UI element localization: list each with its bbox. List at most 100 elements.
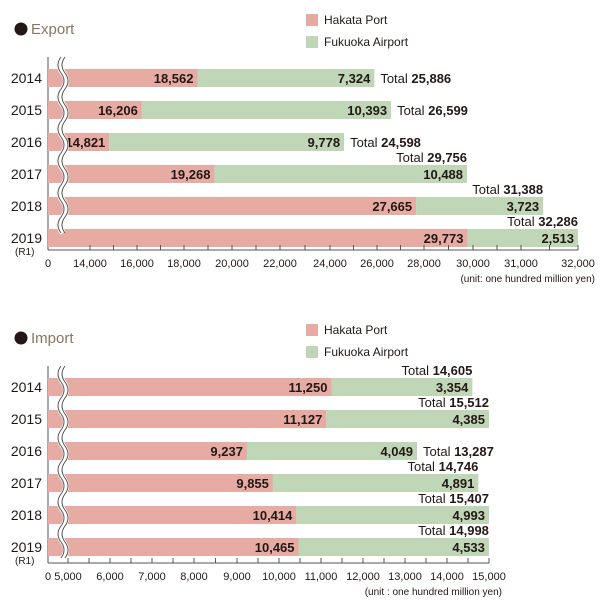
category-label: 2018 xyxy=(11,198,42,214)
x-tick-label: 6,000 xyxy=(96,571,124,583)
chart-title: Export xyxy=(31,21,75,38)
total-word: Total xyxy=(418,395,449,410)
total-value: 24,598 xyxy=(381,135,421,150)
value-label-fukuoka: 4,385 xyxy=(452,412,485,427)
axis-break-gap xyxy=(57,364,69,560)
value-label-hakata: 9,855 xyxy=(236,476,269,491)
total-label: Total 15,512 xyxy=(418,395,489,410)
total-value: 14,998 xyxy=(449,523,489,538)
category-sublabel: (R1) xyxy=(15,247,34,258)
value-label-fukuoka: 10,393 xyxy=(347,103,387,118)
value-label-fukuoka: 4,993 xyxy=(452,508,485,523)
bullet-icon xyxy=(14,331,28,345)
bar-fukuoka-airport xyxy=(197,69,375,87)
bar-hakata-port xyxy=(48,69,198,87)
total-word: Total xyxy=(423,444,454,459)
bar-hakata-port xyxy=(48,442,247,460)
category-label: 2018 xyxy=(11,507,42,523)
x-tick-label: 14,000 xyxy=(73,258,107,270)
total-value: 14,746 xyxy=(439,459,479,474)
x-tick-label: 16,000 xyxy=(120,258,154,270)
x-tick-label: 18,000 xyxy=(167,258,201,270)
total-word: Total xyxy=(418,491,449,506)
x-tick-label: 0 xyxy=(45,258,51,270)
bar-hakata-port xyxy=(48,197,417,215)
category-label: 2017 xyxy=(11,475,42,491)
value-label-fukuoka: 4,049 xyxy=(380,444,413,459)
x-tick-label: 14,000 xyxy=(430,571,464,583)
x-tick-label: 0 xyxy=(45,571,51,583)
unit-label: (unit : one hundred million yen) xyxy=(365,587,502,598)
total-word: Total xyxy=(472,182,503,197)
total-label: Total 31,388 xyxy=(472,182,543,197)
x-tick-label: 7,000 xyxy=(138,571,166,583)
total-value: 31,388 xyxy=(503,182,543,197)
bar-hakata-port xyxy=(48,410,327,428)
chart-title: Import xyxy=(31,330,74,347)
category-label: 2015 xyxy=(11,411,42,427)
bar-fukuoka-airport xyxy=(416,197,544,215)
x-tick-label: 31,000 xyxy=(504,258,538,270)
total-label: Total 25,886 xyxy=(380,71,451,86)
bar-hakata-port xyxy=(48,506,297,524)
bar-fukuoka-airport xyxy=(214,165,468,183)
category-label: 2019 xyxy=(11,539,42,555)
total-label: Total 15,407 xyxy=(418,491,489,506)
value-label-hakata: 19,268 xyxy=(171,167,211,182)
value-label-fukuoka: 3,723 xyxy=(507,199,540,214)
x-tick-label: 22,000 xyxy=(263,258,297,270)
x-tick-label: 5,000 xyxy=(54,571,82,583)
export-chart: Export Hakata Port Fukuoka Airport 18,562 7,… xyxy=(11,13,595,285)
bar-fukuoka-airport xyxy=(246,442,418,460)
axis-break-line xyxy=(57,56,65,234)
bar-hakata-port xyxy=(48,229,468,247)
bar-hakata-port xyxy=(48,378,332,396)
value-label-fukuoka: 4,891 xyxy=(442,476,475,491)
value-label-hakata: 18,562 xyxy=(154,71,194,86)
x-tick-label: 9,000 xyxy=(223,571,251,583)
bar-hakata-port xyxy=(48,165,215,183)
total-word: Total xyxy=(397,103,428,118)
axis-break-line xyxy=(57,365,65,559)
total-value: 26,599 xyxy=(428,103,468,118)
category-label: 2016 xyxy=(11,443,42,459)
category-label: 2017 xyxy=(11,166,42,182)
total-word: Total xyxy=(418,523,449,538)
x-tick-label: 20,000 xyxy=(215,258,249,270)
value-label-hakata: 27,665 xyxy=(372,199,412,214)
unit-label: (unit: one hundred million yen) xyxy=(460,274,595,285)
bar-fukuoka-airport xyxy=(141,101,392,119)
category-sublabel: (R1) xyxy=(15,556,34,567)
total-value: 13,287 xyxy=(454,444,494,459)
total-label: Total 14,605 xyxy=(402,363,473,378)
bar-fukuoka-airport xyxy=(109,133,345,151)
import-chart: Import Hakata Port Fukuoka Airport 11,250 3,… xyxy=(11,323,506,598)
value-label-fukuoka: 9,778 xyxy=(308,135,341,150)
value-label-hakata: 29,773 xyxy=(424,231,464,246)
legend-swatch xyxy=(306,14,318,26)
total-word: Total xyxy=(402,363,433,378)
x-tick-label: 26,000 xyxy=(360,258,394,270)
bar-fukuoka-airport xyxy=(326,410,489,428)
value-label-hakata: 14,821 xyxy=(66,135,106,150)
category-label: 2016 xyxy=(11,134,42,150)
value-label-fukuoka: 2,513 xyxy=(541,231,574,246)
category-label: 2015 xyxy=(11,102,42,118)
total-word: Total xyxy=(507,214,538,229)
total-word: Total xyxy=(380,71,411,86)
legend-swatch xyxy=(306,324,318,336)
x-tick-label: 13,000 xyxy=(388,571,422,583)
legend-label: Hakata Port xyxy=(324,323,388,337)
legend-swatch xyxy=(306,346,318,358)
total-value: 32,286 xyxy=(538,214,578,229)
bar-hakata-port xyxy=(48,101,142,119)
total-value: 14,605 xyxy=(433,363,473,378)
total-label: Total 26,599 xyxy=(397,103,468,118)
axis-break-line xyxy=(61,365,69,559)
value-label-hakata: 10,465 xyxy=(255,540,295,555)
bar-fukuoka-airport xyxy=(298,538,489,556)
total-label: Total 14,998 xyxy=(418,523,489,538)
total-label: Total 13,287 xyxy=(423,444,494,459)
x-tick-label: 24,000 xyxy=(313,258,347,270)
bar-fukuoka-airport xyxy=(467,229,578,247)
